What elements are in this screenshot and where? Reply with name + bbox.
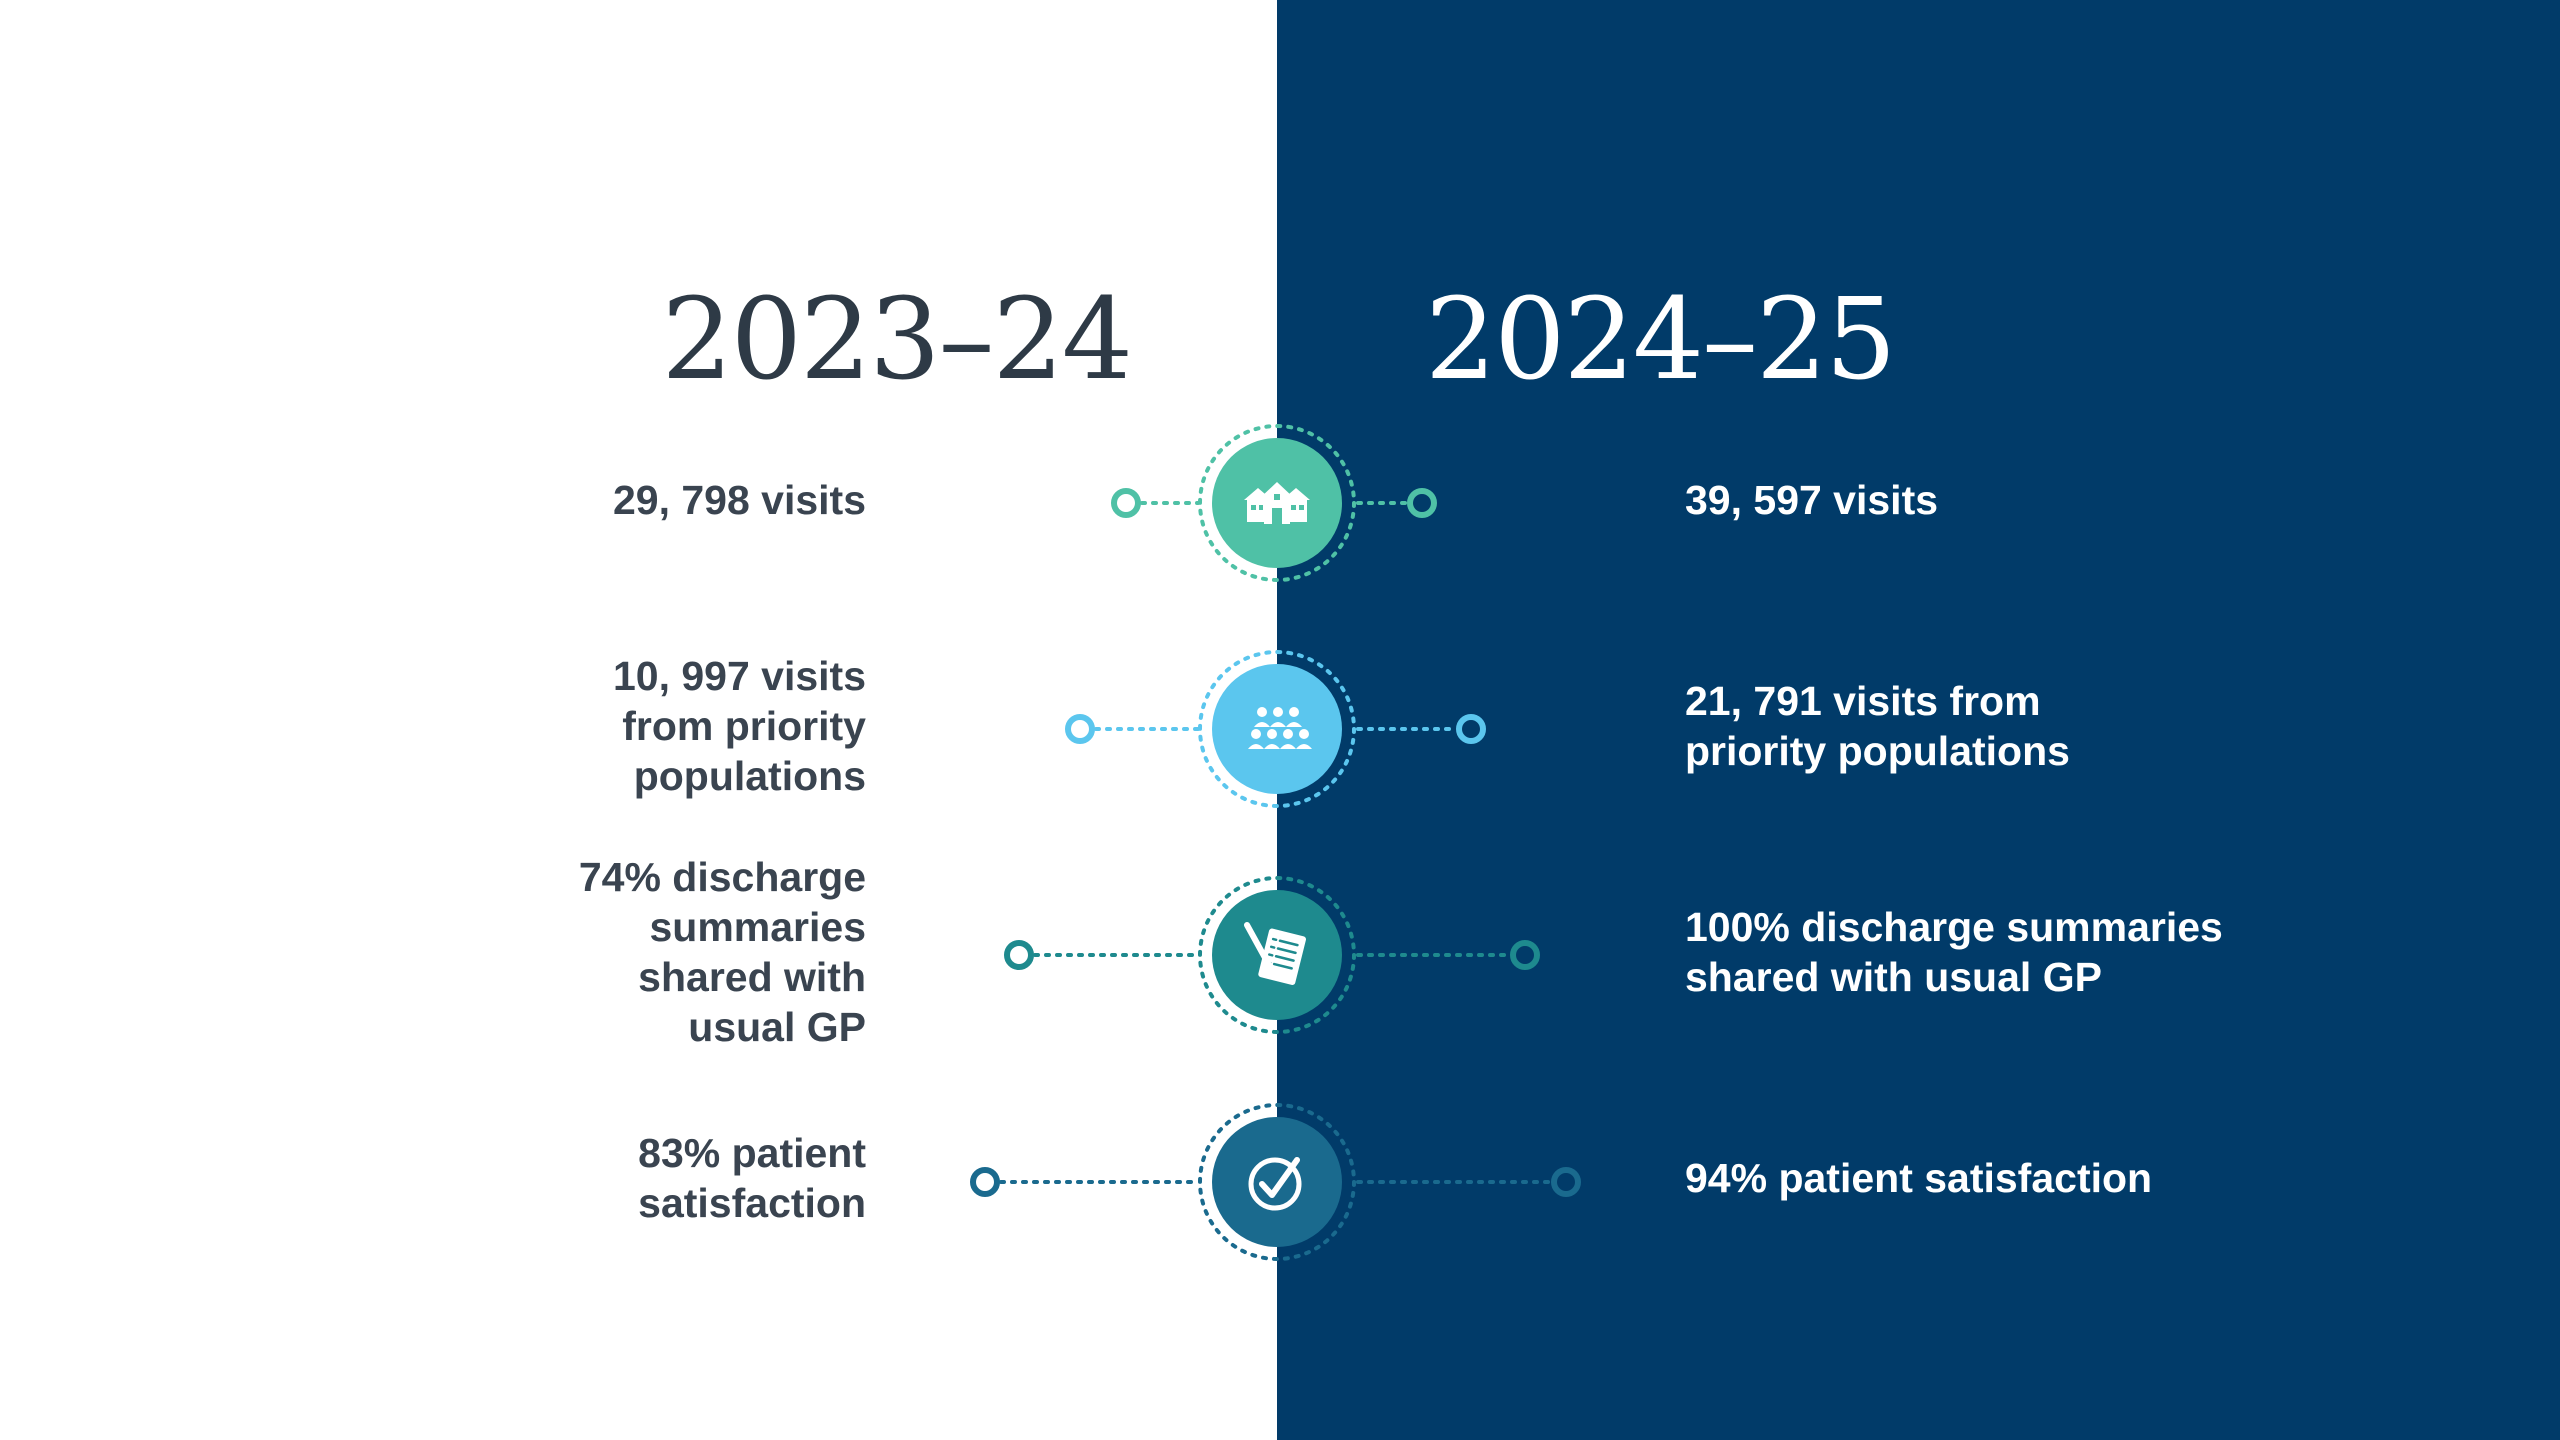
hub-discharge-summaries <box>1212 890 1342 1020</box>
hub-priority-populations <box>1212 664 1342 794</box>
stat-right-patient-satisfaction: 94% patient satisfaction <box>1685 1155 2153 1201</box>
hub-dotted-ring <box>1198 424 1356 582</box>
year-header-left: 2023–24 <box>661 275 1133 405</box>
connector-row-3 <box>1004 876 1540 1034</box>
houses-icon <box>1242 478 1312 528</box>
hub-patient-satisfaction <box>1212 1117 1342 1247</box>
connector-row-1 <box>1111 424 1437 582</box>
connector-node-left <box>970 1167 1000 1197</box>
year-header-right: 2024–25 <box>1425 275 1897 405</box>
connector-node-right <box>1456 714 1486 744</box>
connector-row-4 <box>970 1103 1581 1261</box>
connector-node-right <box>1407 488 1437 518</box>
stat-left-visits: 29, 798 visits <box>612 477 866 523</box>
connector-node-right <box>1551 1167 1581 1197</box>
hub-dotted-ring <box>1198 1103 1356 1261</box>
stat-right-priority-populations: 21, 791 visits from priority populations <box>1685 678 2070 774</box>
people-group-icon <box>1242 704 1312 754</box>
checkmark-circle-icon <box>1245 1150 1309 1214</box>
connector-node-right <box>1510 940 1540 970</box>
hub-dotted-ring <box>1198 650 1356 808</box>
hub-visits <box>1212 438 1342 568</box>
stat-left-patient-satisfaction: 83% patient satisfaction <box>638 1130 866 1226</box>
stat-right-visits: 39, 597 visits <box>1685 477 1939 523</box>
connector-node-left <box>1065 714 1095 744</box>
stat-right-discharge-summaries: 100% discharge summaries shared with usu… <box>1685 904 2223 1000</box>
connector-node-left <box>1004 940 1034 970</box>
right-panel-background <box>1277 0 2560 1440</box>
stat-left-discharge-summaries: 74% discharge summaries shared with usua… <box>578 854 866 1050</box>
document-pen-icon <box>1239 917 1315 993</box>
hub-dotted-ring <box>1198 876 1356 1034</box>
connector-node-left <box>1111 488 1141 518</box>
connector-row-2 <box>1065 650 1486 808</box>
stat-left-priority-populations: 10, 997 visits from priority populations <box>612 653 866 799</box>
